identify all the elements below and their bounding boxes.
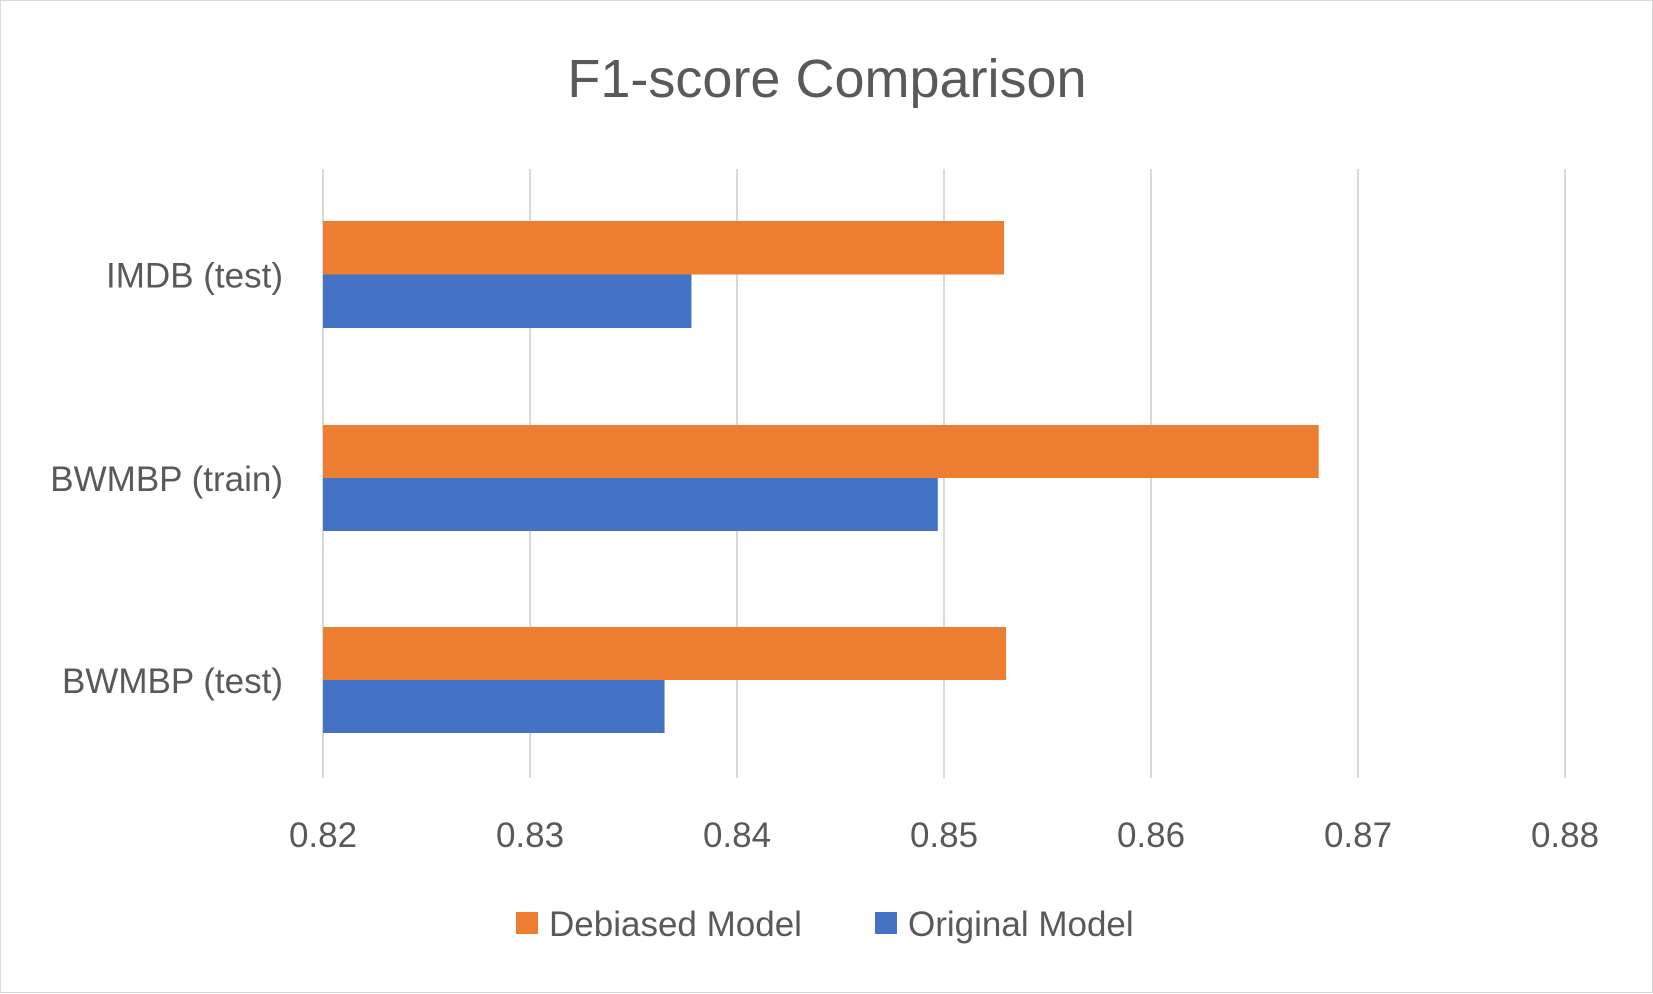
bar-debiased-model [323,627,1007,680]
x-tick-label: 0.82 [289,816,357,855]
category-label: BWMBP (test) [62,662,283,701]
legend-label: Original Model [908,905,1134,944]
legend-swatch [516,912,538,934]
bars [323,221,1319,733]
legend-label: Debiased Model [549,905,802,944]
x-tick-label: 0.84 [703,816,771,855]
legend: Debiased Model Original Model [516,905,1134,944]
x-axis-tick-labels: 0.82 0.83 0.84 0.85 0.86 0.87 0.88 [289,816,1599,855]
x-tick-label: 0.83 [496,816,564,855]
category-labels: IMDB (test) BWMBP (train) BWMBP (test) [50,257,283,702]
x-tick-label: 0.88 [1531,816,1599,855]
category-label: BWMBP (train) [50,460,283,499]
category-label: IMDB (test) [106,257,283,296]
bar-debiased-model [323,425,1319,478]
legend-swatch [875,912,897,934]
chart-title: F1-score Comparison [567,49,1086,109]
bar-original-model [323,680,665,733]
bar-original-model [323,478,938,531]
x-tick-label: 0.85 [910,816,978,855]
x-tick-label: 0.86 [1117,816,1185,855]
x-tick-label: 0.87 [1324,816,1392,855]
bar-original-model [323,274,692,328]
bar-debiased-model [323,221,1005,275]
